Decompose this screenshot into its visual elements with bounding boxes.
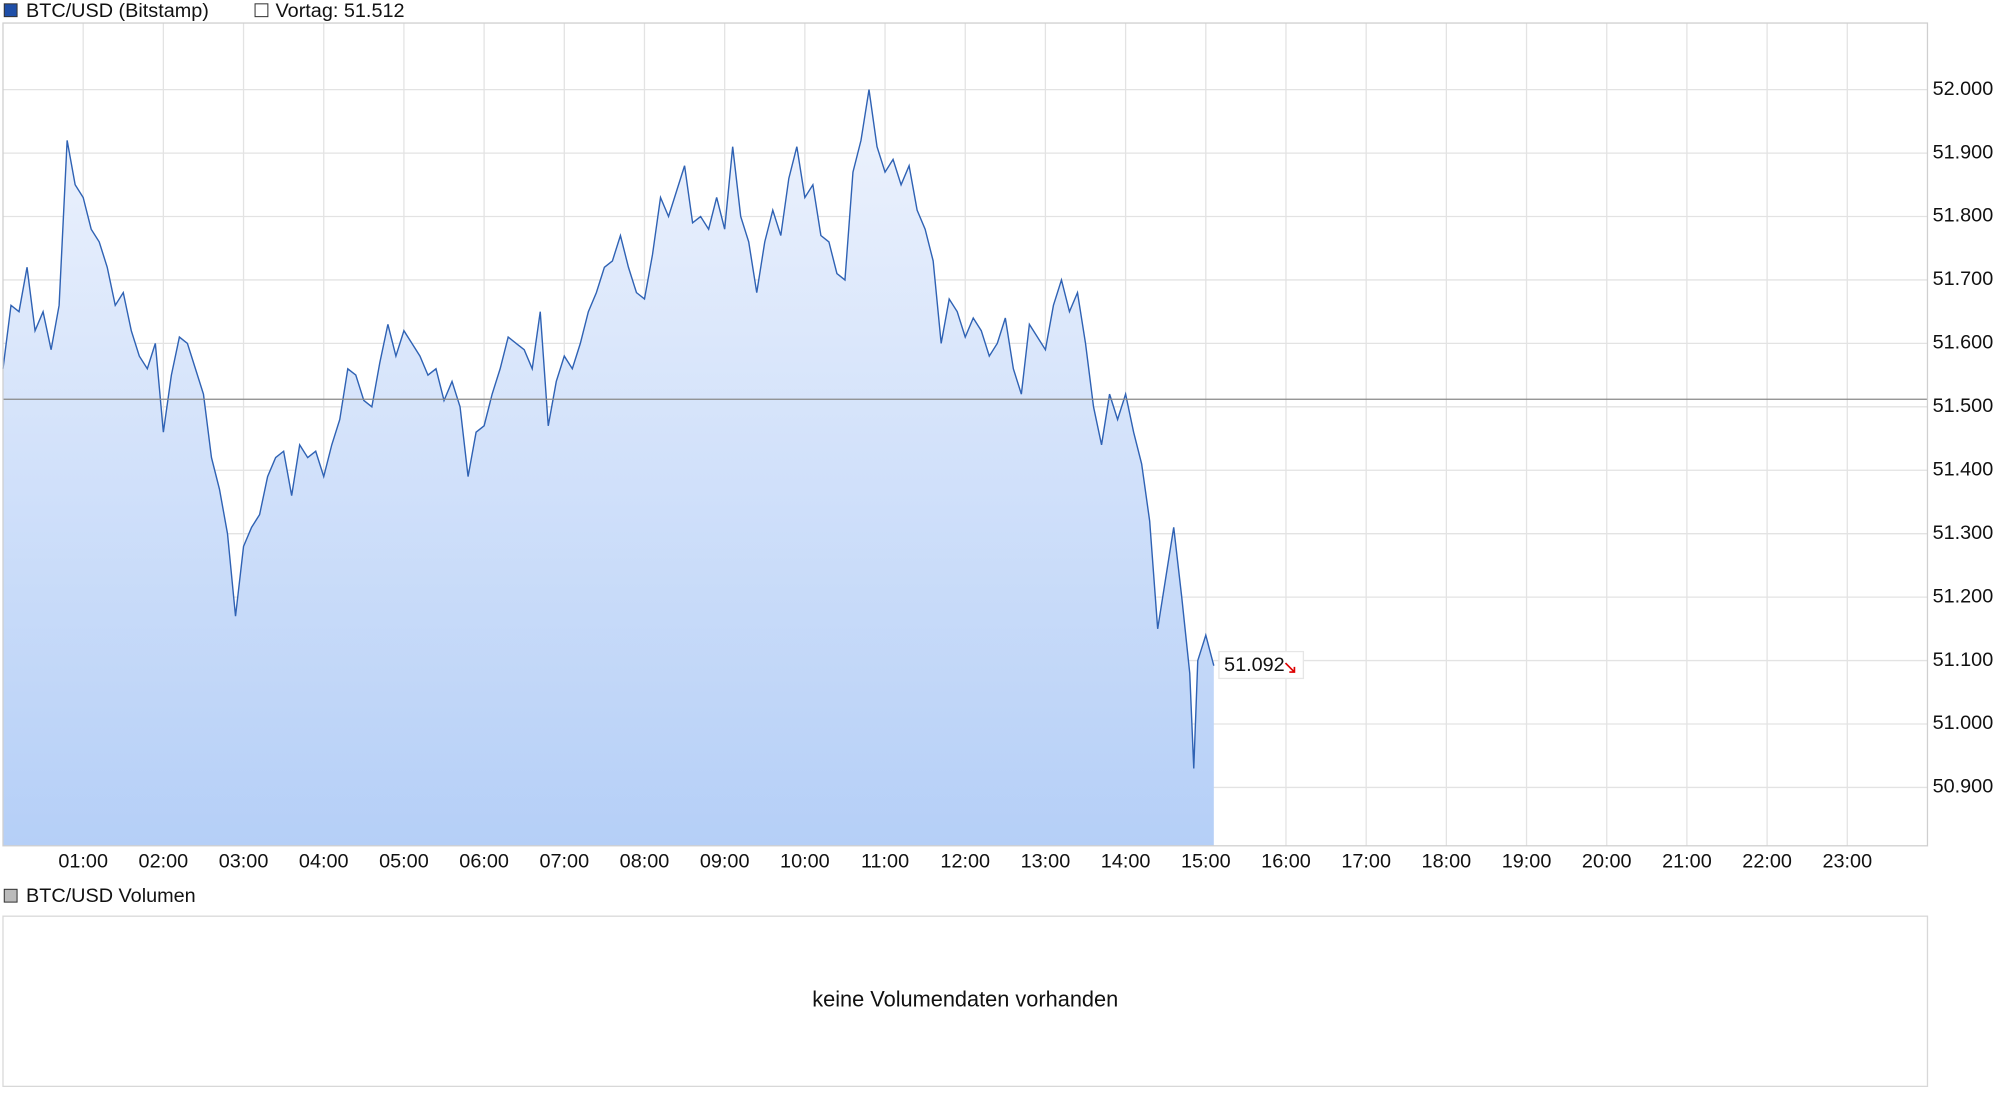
y-tick-label: 50.900: [1933, 776, 1994, 798]
x-tick-label: 13:00: [1021, 851, 1071, 873]
x-tick-label: 03:00: [219, 851, 269, 873]
legend-entry: BTC/USD (Bitstamp): [26, 0, 209, 22]
legend-swatch: [254, 3, 269, 18]
x-tick-label: 23:00: [1822, 851, 1872, 873]
x-tick-label: 19:00: [1502, 851, 1552, 873]
trend-arrow: [1284, 662, 1296, 673]
y-tick-label: 51.200: [1933, 585, 1994, 607]
last-value-box: [1218, 650, 1305, 680]
x-tick-label: 11:00: [861, 851, 909, 873]
y-tick-label: 51.700: [1933, 268, 1994, 290]
x-tick-label: 21:00: [1662, 851, 1712, 873]
y-tick-label: 51.600: [1933, 332, 1994, 354]
x-tick-label: 09:00: [700, 851, 750, 873]
x-tick-label: 06:00: [459, 851, 509, 873]
x-tick-label: 02:00: [139, 851, 189, 873]
y-tick-label: 51.100: [1933, 649, 1994, 671]
volume-panel: [2, 915, 1929, 1088]
x-tick-label: 18:00: [1422, 851, 1472, 873]
y-tick-label: 52.000: [1933, 78, 1994, 100]
y-tick-label: 51.400: [1933, 458, 1994, 480]
x-tick-label: 16:00: [1261, 851, 1311, 873]
y-tick-label: 51.800: [1933, 205, 1994, 227]
area-fill: [2, 89, 1214, 846]
volume-title: BTC/USD Volumen: [26, 885, 196, 907]
x-tick-label: 20:00: [1582, 851, 1632, 873]
x-tick-label: 01:00: [58, 851, 108, 873]
y-tick-label: 51.000: [1933, 712, 1994, 734]
volume-swatch: [3, 888, 18, 903]
price-line: [2, 89, 1215, 769]
x-tick-label: 04:00: [299, 851, 349, 873]
y-tick-label: 51.300: [1933, 522, 1994, 544]
x-tick-label: 17:00: [1341, 851, 1391, 873]
x-tick-label: 12:00: [940, 851, 990, 873]
last-value-label: 51.092: [1224, 654, 1285, 676]
x-tick-label: 10:00: [780, 851, 830, 873]
x-tick-label: 15:00: [1181, 851, 1231, 873]
x-tick-label: 08:00: [620, 851, 670, 873]
y-tick-label: 51.900: [1933, 141, 1994, 163]
x-tick-label: 07:00: [539, 851, 589, 873]
volume-message: keine Volumendaten vorhanden: [812, 986, 1118, 1011]
x-tick-label: 22:00: [1742, 851, 1792, 873]
plot-frame: [2, 22, 1929, 847]
previous-close-label: Vortag: 51.512: [276, 0, 405, 22]
legend-swatch: [3, 3, 18, 18]
y-tick-label: 51.500: [1933, 395, 1994, 417]
x-tick-label: 05:00: [379, 851, 429, 873]
x-tick-label: 14:00: [1101, 851, 1151, 873]
